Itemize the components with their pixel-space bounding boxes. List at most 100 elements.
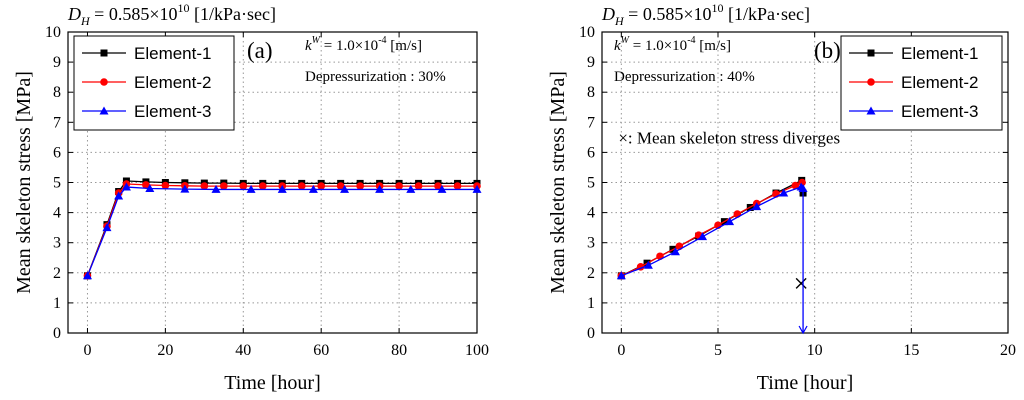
data-point bbox=[725, 217, 735, 226]
data-point bbox=[406, 184, 416, 193]
legend-label: Element-1 bbox=[901, 44, 978, 63]
series-line bbox=[86, 186, 477, 277]
chart-a: 0 20 40 60 80 100 0 1 2 3 4 5 6 7 8 9 10 Time [hour] Mean … bbox=[13, 1, 489, 394]
x-axis-title: Time [hour] bbox=[757, 372, 853, 394]
x-tick-label: 100 bbox=[465, 342, 489, 359]
data-point bbox=[375, 184, 385, 193]
data-point bbox=[472, 184, 482, 193]
data-point bbox=[82, 271, 92, 280]
x-tick-label: 20 bbox=[157, 342, 173, 359]
legend-label: Element-2 bbox=[901, 73, 978, 92]
y-tick-label: 5 bbox=[587, 175, 595, 192]
panel-label: (b) bbox=[814, 38, 841, 63]
data-point bbox=[258, 182, 267, 190]
y-tick-label: 0 bbox=[53, 325, 61, 342]
data-point bbox=[180, 184, 190, 193]
series-element-2 bbox=[83, 180, 481, 280]
data-point bbox=[798, 184, 808, 193]
legend-marker bbox=[867, 49, 875, 57]
legend-label: Element-3 bbox=[901, 102, 978, 121]
y-tick-label: 6 bbox=[587, 144, 595, 161]
data-point bbox=[779, 188, 789, 197]
depressurization-annotation: Depressurization : 40% bbox=[614, 69, 755, 85]
y-tick-label: 2 bbox=[587, 265, 595, 282]
data-point bbox=[308, 184, 318, 193]
chart-header: DH = 0.585×1010 [1/kPa·sec] bbox=[67, 1, 276, 28]
series-element-3 bbox=[616, 182, 808, 335]
diverge-annotation: ×: Mean skeleton stress diverges bbox=[618, 128, 840, 147]
data-point bbox=[336, 182, 345, 190]
y-tick-label: 6 bbox=[53, 144, 61, 161]
series-line bbox=[86, 180, 477, 277]
x-tick-label: 10 bbox=[807, 342, 823, 359]
y-tick-label: 7 bbox=[587, 114, 595, 131]
y-tick-label: 8 bbox=[53, 84, 61, 101]
data-point bbox=[142, 181, 150, 189]
data-point bbox=[643, 260, 653, 269]
data-point bbox=[670, 247, 680, 256]
data-point bbox=[437, 184, 447, 193]
data-point bbox=[277, 184, 287, 193]
data-point bbox=[145, 184, 155, 193]
y-tick-label: 9 bbox=[53, 54, 61, 71]
data-point bbox=[356, 182, 364, 190]
y-axis-title: Mean skeleton stress [MPa] bbox=[547, 71, 569, 294]
series-line bbox=[86, 183, 477, 277]
y-tick-label: 1 bbox=[587, 295, 595, 312]
depressurization-annotation: Depressurization : 30% bbox=[305, 69, 446, 85]
y-tick-label: 3 bbox=[53, 235, 61, 252]
data-point bbox=[211, 184, 221, 193]
data-point bbox=[297, 182, 306, 190]
chart-b: 0 5 10 15 20 0 1 2 3 4 5 6 7 8 9 10 Time [hour] Mean skel… bbox=[547, 1, 1016, 394]
data-point bbox=[200, 182, 209, 190]
series-element-2 bbox=[617, 178, 806, 280]
panel-label: (a) bbox=[247, 38, 273, 63]
legend-marker bbox=[100, 78, 108, 86]
data-point bbox=[161, 181, 170, 190]
data-point bbox=[317, 182, 325, 190]
y-tick-label: 0 bbox=[587, 325, 595, 342]
y-tick-label: 5 bbox=[53, 175, 61, 192]
x-tick-label: 40 bbox=[235, 342, 251, 359]
diverge-marker bbox=[795, 277, 807, 289]
y-tick-label: 9 bbox=[587, 54, 595, 71]
data-point bbox=[246, 184, 256, 193]
legend-label: Element-1 bbox=[134, 44, 211, 63]
data-point bbox=[414, 182, 423, 190]
data-point bbox=[798, 325, 808, 335]
series-element-3 bbox=[82, 182, 482, 280]
data-point bbox=[121, 182, 131, 191]
data-point bbox=[340, 184, 350, 193]
data-point bbox=[220, 182, 228, 190]
data-point bbox=[434, 182, 442, 190]
legend: Element-1 Element-2 Element-3 bbox=[73, 35, 235, 131]
y-axis-title: Mean skeleton stress [MPa] bbox=[13, 71, 35, 294]
y-tick-label: 3 bbox=[587, 235, 595, 252]
data-point bbox=[791, 181, 800, 190]
x-tick-label: 80 bbox=[391, 342, 407, 359]
data-point bbox=[239, 182, 248, 190]
legend-marker bbox=[99, 106, 109, 115]
data-point bbox=[616, 271, 626, 280]
permeability-annotation: kW = 1.0×10-4 [m/s] bbox=[305, 35, 422, 54]
x-tick-label: 60 bbox=[313, 342, 329, 359]
data-point bbox=[114, 191, 124, 200]
legend-label: Element-2 bbox=[134, 73, 211, 92]
x-axis-title: Time [hour] bbox=[224, 372, 320, 394]
y-tick-label: 4 bbox=[587, 205, 595, 222]
y-tick-label: 2 bbox=[53, 265, 61, 282]
y-tick-label: 8 bbox=[587, 84, 595, 101]
data-point bbox=[453, 182, 462, 190]
x-tick-label: 0 bbox=[617, 342, 625, 359]
data-point bbox=[395, 182, 403, 190]
x-tick-label: 5 bbox=[714, 342, 722, 359]
y-tick-label: 10 bbox=[45, 24, 61, 41]
y-tick-label: 10 bbox=[579, 24, 595, 41]
legend: Element-1 Element-2 Element-3 bbox=[840, 35, 1003, 131]
legend-marker bbox=[867, 78, 875, 86]
y-tick-label: 1 bbox=[53, 295, 61, 312]
x-tick-label: 20 bbox=[1000, 342, 1016, 359]
y-tick-label: 7 bbox=[53, 114, 61, 131]
legend-marker bbox=[100, 49, 108, 57]
